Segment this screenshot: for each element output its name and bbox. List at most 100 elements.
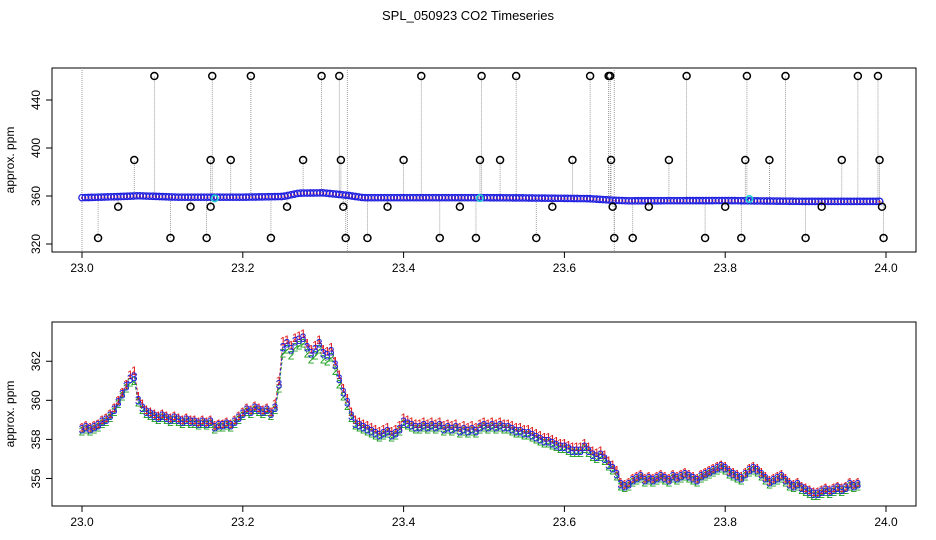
series-marker-3: 3	[706, 466, 713, 480]
spike-point	[628, 233, 637, 243]
series-marker-2: 2	[344, 399, 351, 413]
series-marker-2: 2	[774, 473, 781, 487]
series-marker-3: 3	[509, 423, 516, 437]
series-marker-3: 3	[742, 468, 749, 482]
series-marker-2: 2	[396, 425, 403, 439]
series-marker-2: 2	[581, 442, 588, 456]
series-marker-3: 3	[412, 421, 419, 435]
series-marker-2: 2	[513, 427, 520, 441]
series-marker-3: 3	[428, 419, 435, 433]
spike-point	[737, 233, 746, 243]
series-marker-2: 2	[549, 438, 556, 452]
spike-point	[801, 233, 810, 243]
series-marker-1: 1	[380, 423, 387, 437]
series-marker-1: 1	[810, 485, 817, 499]
series-marker-3: 3	[296, 333, 303, 347]
series-marker-2: 2	[292, 341, 299, 355]
series-marker-2: 2	[135, 395, 142, 409]
series-marker-3: 3	[219, 419, 226, 433]
series-marker-3: 3	[235, 411, 242, 425]
spike-point	[837, 155, 847, 165]
series-marker-1: 1	[171, 409, 178, 423]
series-marker-1: 1	[565, 438, 572, 452]
series-marker-1: 1	[863, 0, 870, 3]
series-marker-2: 2	[641, 475, 648, 489]
series-marker-2: 2	[465, 427, 472, 441]
series-marker-2: 2	[794, 479, 801, 493]
series-marker-2: 2	[400, 417, 407, 431]
series-marker-1: 1	[284, 333, 291, 347]
series-marker-2: 2	[489, 421, 496, 435]
series-marker-3: 3	[215, 419, 222, 433]
spike-point	[682, 71, 691, 81]
series-marker-2: 2	[674, 473, 681, 487]
series-marker-2: 2	[509, 425, 516, 439]
series-marker-2: 2	[428, 421, 435, 435]
series-marker-3: 3	[589, 448, 596, 462]
series-marker-1: 1	[175, 411, 182, 425]
series-marker-1: 1	[296, 329, 303, 343]
spike-point	[341, 233, 350, 243]
series-marker-2: 2	[730, 470, 737, 484]
series-marker-1: 1	[597, 444, 604, 458]
series-marker-3: 3	[392, 427, 399, 441]
series-marker-1: 1	[461, 419, 468, 433]
series-marker-3: 3	[260, 405, 267, 419]
series-marker-1: 1	[621, 477, 628, 491]
series-marker-2: 2	[706, 468, 713, 482]
series-marker-2: 2	[613, 470, 620, 484]
series-marker-2: 2	[139, 403, 146, 417]
series-marker-1: 1	[678, 468, 685, 482]
series-marker-1: 1	[457, 421, 464, 435]
series-marker-3: 3	[404, 417, 411, 431]
series-marker-1: 1	[151, 407, 158, 421]
series-marker-1: 1	[199, 413, 206, 427]
spike-point	[568, 155, 577, 165]
series-marker-2: 2	[786, 479, 793, 493]
series-marker-2: 2	[436, 421, 443, 435]
series-marker-1: 1	[754, 462, 761, 476]
series-marker-3: 3	[674, 471, 681, 485]
series-marker-3: 3	[561, 440, 568, 454]
series-marker-1: 1	[818, 483, 825, 497]
series-marker-2: 2	[143, 407, 150, 421]
series-marker-3: 3	[545, 434, 552, 448]
series-marker-2: 2	[621, 481, 628, 495]
series-marker-2: 2	[842, 483, 849, 497]
series-marker-1: 1	[730, 466, 737, 480]
series-marker-3: 3	[746, 464, 753, 478]
series-marker-1: 1	[91, 419, 98, 433]
series-marker-2: 2	[609, 464, 616, 478]
series-marker-3: 3	[481, 419, 488, 433]
series-marker-1: 1	[867, 0, 874, 3]
series-marker-1: 1	[553, 434, 560, 448]
series-marker-2: 2	[276, 382, 283, 396]
series-marker-1: 1	[577, 440, 584, 454]
series-marker-3: 3	[167, 413, 174, 427]
x-tick-label: 23.4	[392, 515, 416, 529]
series-marker-2: 2	[223, 419, 230, 433]
series-marker-1: 1	[633, 470, 640, 484]
series-marker-3: 3	[292, 335, 299, 349]
series-marker-1: 1	[316, 333, 323, 347]
series-marker-3: 3	[806, 485, 813, 499]
spike-point	[700, 233, 710, 243]
series-marker-2: 2	[629, 475, 636, 489]
series-marker-1: 1	[842, 479, 849, 493]
series-marker-3: 3	[505, 421, 512, 435]
series-marker-1: 1	[838, 481, 845, 495]
series-marker-3: 3	[195, 417, 202, 431]
series-marker-3: 3	[183, 413, 190, 427]
series-marker-3: 3	[637, 470, 644, 484]
series-marker-3: 3	[750, 462, 757, 476]
series-marker-1: 1	[107, 407, 114, 421]
series-marker-2: 2	[219, 421, 226, 435]
series-marker-1: 1	[408, 415, 415, 429]
series-marker-2: 2	[372, 428, 379, 442]
spike-point	[336, 155, 346, 165]
series-marker-1: 1	[440, 419, 447, 433]
series-marker-1: 1	[698, 468, 705, 482]
series-marker-1: 1	[448, 419, 455, 433]
series-marker-2: 2	[444, 423, 451, 437]
series-marker-3: 3	[288, 343, 295, 357]
